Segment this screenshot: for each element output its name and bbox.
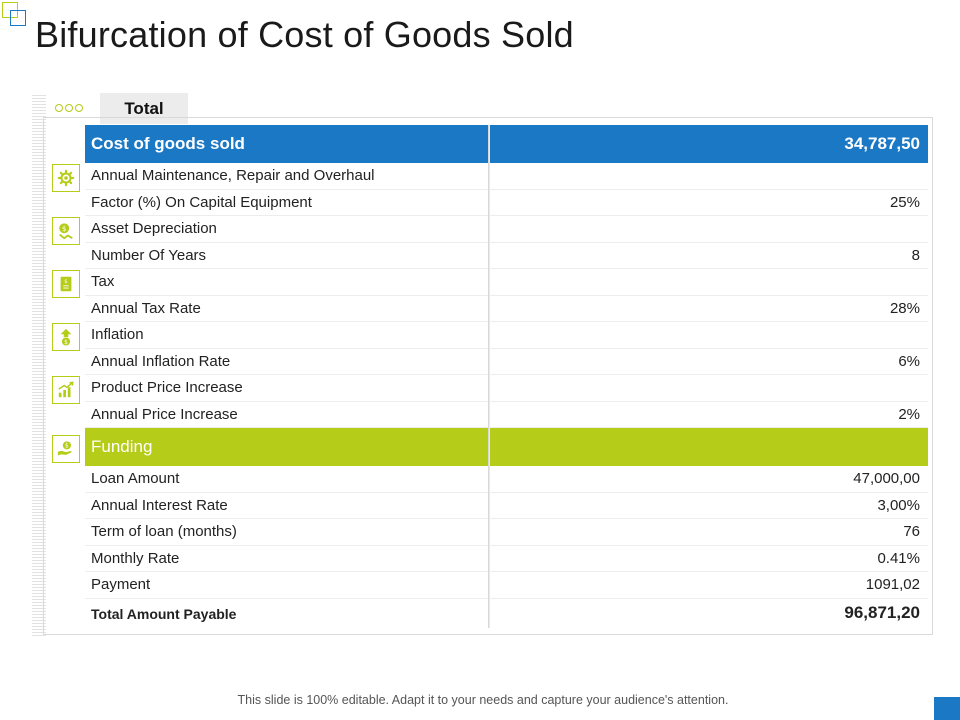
gear-settings-icon-svg xyxy=(57,169,75,187)
header-value: 34,787,50 xyxy=(844,134,920,153)
total-value: 96,871,20 xyxy=(844,602,920,622)
row-label: Factor (%) On Capital Equipment xyxy=(91,193,312,211)
page-title: Bifurcation of Cost of Goods Sold xyxy=(35,14,574,55)
table-row: Tax xyxy=(85,269,928,296)
svg-text:$: $ xyxy=(62,224,67,233)
inflation-arrow-up-icon: $ xyxy=(52,323,80,351)
svg-text:$: $ xyxy=(64,340,68,346)
svg-text:$: $ xyxy=(64,279,67,285)
table-frame xyxy=(43,117,933,635)
svg-text:$: $ xyxy=(65,444,69,450)
row-value: 76 xyxy=(903,523,920,540)
table-row: Loan Amount 47,000,00 xyxy=(85,466,928,493)
table-row: Annual Inflation Rate 6% xyxy=(85,349,928,375)
row-value: 8 xyxy=(911,246,920,264)
row-label: Annual Price Increase xyxy=(91,405,238,423)
row-label: Asset Depreciation xyxy=(91,220,217,237)
total-label: Total Amount Payable xyxy=(91,605,237,622)
row-label: Annual Inflation Rate xyxy=(91,352,231,370)
row-value: 2% xyxy=(898,405,920,423)
gear-settings-icon xyxy=(52,164,80,192)
tax-document-icon: $ xyxy=(52,270,80,298)
row-value: 0.41% xyxy=(877,549,920,567)
table-row: Term of loan (months) 76 xyxy=(85,519,928,546)
row-label: Annual Maintenance, Repair and Overhaul xyxy=(91,167,375,184)
hand-money-icon: $ xyxy=(52,435,80,463)
row-label: Payment xyxy=(91,576,151,593)
dot xyxy=(65,104,73,112)
row-label: Number Of Years xyxy=(91,246,207,264)
row-value: 25% xyxy=(889,193,920,211)
row-value: 3,00% xyxy=(877,496,920,514)
row-label: Loan Amount xyxy=(91,470,180,487)
cost-table: Cost of goods sold 34,787,50 Annual Main… xyxy=(85,125,928,629)
row-label: Monthly Rate xyxy=(91,549,180,567)
tab-total[interactable]: Total xyxy=(100,93,188,124)
hand-money-icon-svg: $ xyxy=(57,441,72,456)
row-value: 47,000,00 xyxy=(853,470,920,487)
dollar-coin-down-icon: $ xyxy=(52,217,80,245)
bar-chart-increase-icon-svg xyxy=(58,381,74,398)
corner-decoration xyxy=(0,0,30,30)
table-row: Number Of Years 8 xyxy=(85,243,928,269)
table-row: Asset Depreciation xyxy=(85,216,928,243)
row-value: 1091,02 xyxy=(865,576,920,593)
column-divider xyxy=(488,125,490,628)
row-label: Annual Tax Rate xyxy=(91,299,201,317)
footer-note: This slide is 100% editable. Adapt it to… xyxy=(237,693,729,707)
table-row: Annual Price Increase 2% xyxy=(85,402,928,428)
tab-dots xyxy=(55,104,83,112)
funding-header-row: Funding xyxy=(85,428,928,466)
tax-document-icon-svg: $ xyxy=(60,276,72,292)
table-row: Annual Interest Rate 3,00% xyxy=(85,493,928,519)
decorative-stripe xyxy=(32,93,46,636)
row-label: Tax xyxy=(91,273,115,290)
row-label: Inflation xyxy=(91,326,144,343)
row-label: Term of loan (months) xyxy=(91,523,237,540)
total-row: Total Amount Payable 96,871,20 xyxy=(85,599,928,629)
row-value: 6% xyxy=(898,352,920,370)
dot xyxy=(75,104,83,112)
corner-square-blue xyxy=(10,10,26,26)
header-label: Cost of goods sold xyxy=(91,134,245,153)
row-label: Product Price Increase xyxy=(91,379,243,396)
dollar-coin-down-icon-svg: $ xyxy=(59,223,73,240)
corner-square xyxy=(934,697,960,720)
row-value: 28% xyxy=(889,299,920,317)
table-row: Monthly Rate 0.41% xyxy=(85,546,928,572)
table-row: Annual Maintenance, Repair and Overhaul xyxy=(85,163,928,190)
table-row: Payment 1091,02 xyxy=(85,572,928,599)
table-row: Product Price Increase xyxy=(85,375,928,402)
table-row: Annual Tax Rate 28% xyxy=(85,296,928,322)
row-label: Annual Interest Rate xyxy=(91,496,228,514)
table-row: Factor (%) On Capital Equipment 25% xyxy=(85,190,928,216)
bar-chart-increase-icon xyxy=(52,376,80,404)
dot xyxy=(55,104,63,112)
table-header-row: Cost of goods sold 34,787,50 xyxy=(85,125,928,163)
funding-label: Funding xyxy=(91,437,153,456)
table-row: Inflation xyxy=(85,322,928,349)
inflation-arrow-up-icon-svg: $ xyxy=(60,328,72,346)
